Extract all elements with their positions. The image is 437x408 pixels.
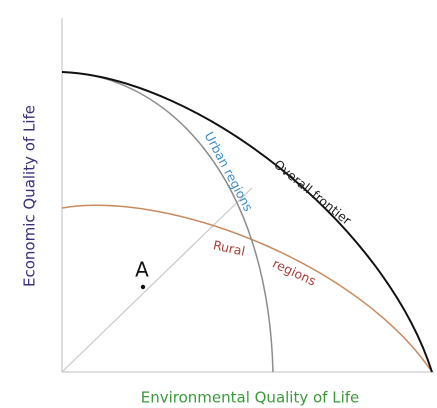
- point-label: A: [135, 258, 149, 282]
- y-axis-label: Economic Quality of Life: [21, 105, 39, 287]
- rural-curve: [61, 204, 433, 373]
- overall-frontier-curve: [61, 71, 433, 373]
- point-a: [140, 284, 146, 290]
- overall-label: Overall frontier: [271, 157, 355, 229]
- rural-label: regions: [270, 256, 318, 289]
- diagonal-line: [61, 187, 253, 373]
- urban-label: Urban regions: [202, 129, 256, 214]
- x-axis-label: Environmental Quality of Life: [141, 389, 360, 407]
- rural-label: Rural: [212, 237, 247, 258]
- urban-curve: [61, 71, 274, 373]
